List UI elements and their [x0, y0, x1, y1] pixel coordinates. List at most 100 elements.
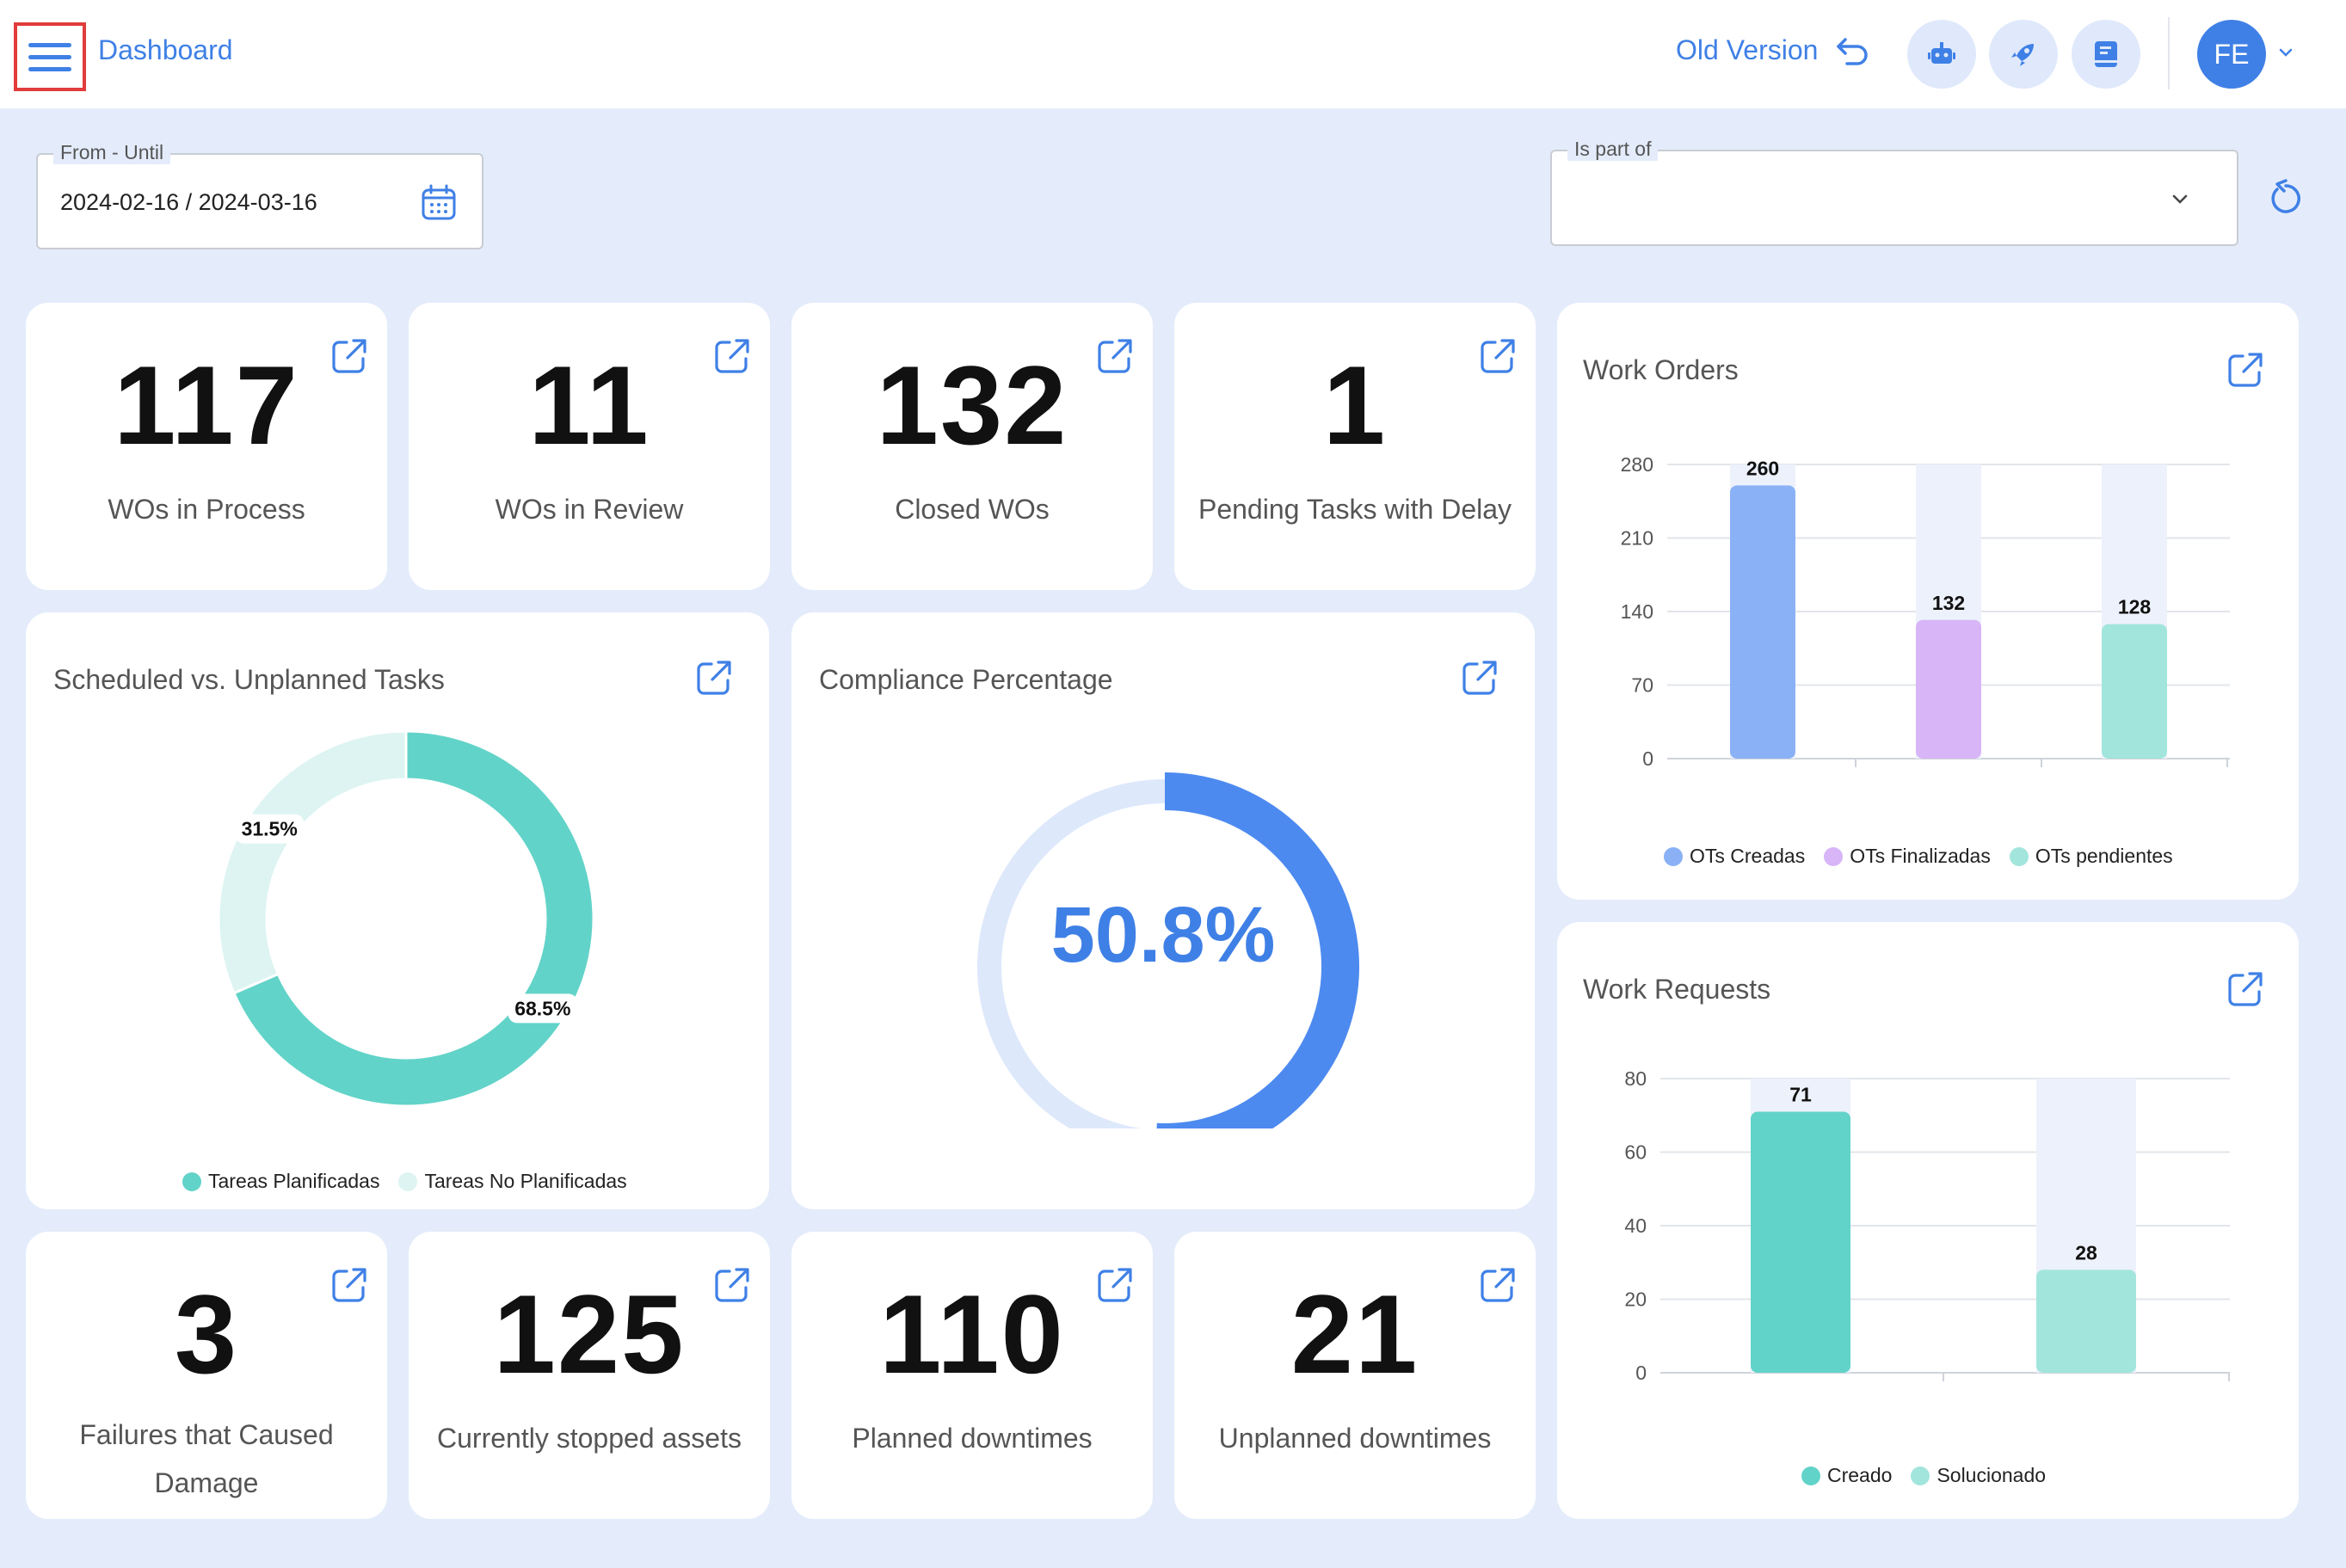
kpi-value: 21	[1290, 1271, 1419, 1397]
kpi-value: 132	[876, 342, 1068, 468]
legend-item[interactable]: OTs pendientes	[2009, 845, 2173, 868]
bar	[2036, 1270, 2136, 1373]
external-link-icon[interactable]	[713, 1266, 751, 1304]
is-part-of-label: Is part of	[1567, 138, 1659, 161]
kpi-card-planned-downtimes[interactable]: 110 Planned downtimes	[791, 1232, 1153, 1519]
is-part-of-select[interactable]: Is part of	[1550, 138, 2238, 246]
external-link-icon[interactable]	[2226, 970, 2264, 1008]
data-label: 71	[1789, 1083, 1812, 1105]
kpi-value: 3	[174, 1271, 239, 1397]
legend-label: OTs Creadas	[1690, 845, 1806, 867]
kpi-label: Currently stopped assets	[437, 1423, 742, 1454]
kpi-label: WOs in Process	[108, 494, 305, 525]
work-requests-chart: 80 60 40 20 0 71 28	[1624, 1067, 2230, 1384]
bar	[1916, 619, 1981, 759]
y-tick-label: 280	[1621, 453, 1653, 476]
legend-label: Creado	[1827, 1464, 1893, 1486]
external-link-icon[interactable]	[1096, 337, 1134, 375]
card-title: Work Requests	[1583, 974, 1771, 1005]
chevron-down-icon[interactable]	[2276, 43, 2295, 62]
rocket-icon	[2011, 44, 2034, 66]
data-label: 260	[1746, 457, 1779, 479]
legend-label: Tareas No Planificadas	[424, 1170, 627, 1192]
external-link-icon[interactable]	[1461, 659, 1499, 697]
old-version-link[interactable]: Old Version	[1676, 34, 1869, 66]
kpi-card-failures-damage[interactable]: 3 Failures that Caused Damage	[26, 1232, 387, 1519]
page-title[interactable]: Dashboard	[98, 34, 233, 65]
legend-dot	[1801, 1466, 1820, 1485]
bar	[1751, 1111, 1850, 1373]
legend-label: Solucionado	[1937, 1464, 2047, 1486]
legend-item[interactable]: Solucionado	[1911, 1464, 2046, 1487]
legend-item[interactable]: OTs Creadas	[1664, 845, 1805, 868]
avatar[interactable]: FE	[2197, 20, 2266, 89]
kpi-card-unplanned-downtimes[interactable]: 21 Unplanned downtimes	[1174, 1232, 1536, 1519]
external-link-icon[interactable]	[330, 337, 368, 375]
kpi-value: 110	[879, 1271, 1065, 1397]
kpi-label: Damage	[154, 1467, 259, 1498]
launch-button[interactable]	[1989, 20, 2058, 89]
data-label: 128	[2118, 596, 2152, 618]
refresh-icon[interactable]	[2267, 179, 2305, 218]
legend-dot	[1911, 1466, 1930, 1485]
header-divider	[2168, 17, 2170, 89]
kpi-card-pending-tasks-delay[interactable]: 1 Pending Tasks with Delay	[1174, 303, 1536, 590]
kpi-value: 1	[1322, 342, 1388, 468]
assistant-button[interactable]	[1907, 20, 1976, 89]
date-range-field[interactable]: From - Until 2024-02-16 / 2024-03-16	[36, 141, 483, 249]
donut-legend: Tareas Planificadas Tareas No Planificad…	[182, 1170, 627, 1193]
scheduled-vs-unplanned-card: Scheduled vs. Unplanned Tasks 68.5% 31.5%…	[26, 612, 769, 1209]
external-link-icon[interactable]	[713, 337, 751, 375]
legend-dot	[1664, 846, 1683, 866]
gauge-fill	[1156, 772, 1359, 1128]
external-link-icon[interactable]	[695, 659, 733, 697]
data-label-bg	[235, 814, 305, 844]
legend-dot	[2009, 846, 2029, 866]
kpi-card-stopped-assets[interactable]: 125 Currently stopped assets	[409, 1232, 770, 1519]
calendar-icon[interactable]	[420, 184, 458, 222]
external-link-icon[interactable]	[1479, 1266, 1517, 1304]
work-orders-legend: OTs Creadas OTs Finalizadas OTs pendient…	[1664, 845, 2173, 868]
bar	[2102, 624, 2167, 759]
data-label: 68.5%	[514, 997, 570, 1019]
chevron-down-icon	[2172, 194, 2188, 204]
y-tick-label: 20	[1624, 1288, 1647, 1311]
legend-item[interactable]: OTs Finalizadas	[1824, 845, 1991, 868]
y-tick-label: 70	[1631, 674, 1653, 697]
external-link-icon[interactable]	[2226, 351, 2264, 389]
data-label: 31.5%	[242, 818, 298, 840]
y-tick-label: 210	[1621, 527, 1653, 550]
legend-item[interactable]: Creado	[1801, 1464, 1892, 1487]
kpi-label: Pending Tasks with Delay	[1198, 494, 1512, 525]
kpi-value: 11	[528, 342, 650, 468]
legend-dot	[182, 1171, 201, 1191]
y-tick-label: 60	[1624, 1141, 1647, 1164]
work-requests-legend: Creado Solucionado	[1801, 1464, 2046, 1487]
external-link-icon[interactable]	[1479, 337, 1517, 375]
compliance-value: 50.8%	[1050, 891, 1276, 979]
kpi-card-closed-wos[interactable]: 132 Closed WOs	[791, 303, 1153, 590]
external-link-icon[interactable]	[330, 1266, 368, 1304]
legend-item[interactable]: Tareas No Planificadas	[398, 1170, 627, 1193]
menu-button[interactable]	[14, 22, 86, 91]
external-link-icon[interactable]	[1096, 1266, 1134, 1304]
legend-item[interactable]: Tareas Planificadas	[182, 1170, 379, 1193]
kpi-card-wos-in-review[interactable]: 11 WOs in Review	[409, 303, 770, 590]
kpi-value: 117	[114, 342, 299, 468]
y-tick-label: 0	[1635, 1362, 1647, 1384]
kpi-card-wos-in-process[interactable]: 117 WOs in Process	[26, 303, 387, 590]
work-requests-card: Work Requests 80 60 40 20 0 71 28 Creado Soluc…	[1557, 922, 2299, 1519]
data-label-bg	[508, 993, 577, 1024]
kpi-value: 125	[493, 1271, 686, 1397]
donut-slice	[231, 729, 595, 1108]
docs-button[interactable]	[2072, 20, 2140, 89]
legend-label: OTs pendientes	[2035, 845, 2173, 867]
donut-slice	[217, 729, 408, 995]
data-label: 132	[1932, 592, 1965, 614]
kpi-label: Closed WOs	[895, 494, 1050, 525]
card-title: Scheduled vs. Unplanned Tasks	[53, 664, 445, 695]
y-tick-label: 0	[1642, 747, 1653, 770]
y-tick-label: 80	[1624, 1067, 1647, 1090]
undo-arrow-icon	[1837, 37, 1869, 65]
bar	[1730, 485, 1795, 759]
